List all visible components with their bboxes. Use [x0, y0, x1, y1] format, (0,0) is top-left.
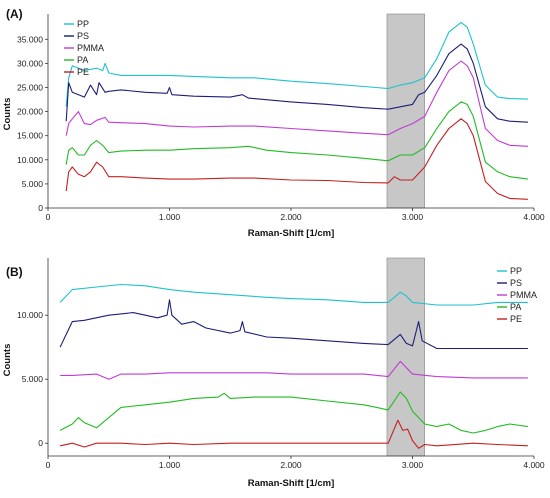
legend-label-pp: PP: [510, 266, 522, 276]
series-line-pe: [59, 419, 528, 449]
y-tick-label: 25.000: [17, 82, 43, 92]
legend-label-pmma: PMMA: [77, 43, 104, 53]
panel-label: (A): [6, 7, 23, 21]
x-tick-label: 3.000: [402, 212, 424, 222]
legend-label-pmma: PMMA: [510, 290, 537, 300]
panel-b: 0 1.000 2.000 3.000 4.000 0 5.000 10.000 Raman-S…: [2, 257, 545, 489]
legend-label-pe: PE: [77, 67, 89, 77]
x-tick-label: 4.000: [523, 212, 545, 222]
x-tick-label: 0: [46, 212, 51, 222]
y-tick-label: 30.000: [17, 58, 43, 68]
y-tick-label: 5.000: [22, 179, 44, 189]
series-line-pa: [65, 101, 528, 180]
x-axis-label: Raman-Shift [1/cm]: [248, 228, 335, 239]
panel-a: 0 1.000 2.000 3.000 4.000 0 5.000 10.000 15.000 2…: [2, 7, 545, 239]
x-tick-label: 2.000: [280, 212, 302, 222]
series-line-pmma: [60, 360, 528, 380]
y-tick-label: 15.000: [17, 131, 43, 141]
highlight-band: [386, 257, 425, 457]
x-tick-label: 2.000: [280, 460, 302, 470]
series-line-pp: [65, 21, 528, 107]
y-tick-label: 5.000: [22, 374, 44, 384]
series-line-ps: [65, 43, 528, 123]
y-tick-label: 0: [38, 203, 43, 213]
legend-label-ps: PS: [510, 278, 522, 288]
y-axis-label: Counts: [2, 344, 13, 377]
x-tick-label: 4.000: [523, 460, 545, 470]
legend-label-pa: PA: [77, 55, 88, 65]
legend-label-pe: PE: [510, 314, 522, 324]
series-line-pmma: [65, 60, 528, 147]
series-line-pp: [59, 283, 528, 306]
legend-label-pp: PP: [77, 19, 89, 29]
series-line-pa: [59, 391, 528, 434]
y-tick-label: 10.000: [17, 155, 43, 165]
y-tick-label: 0: [38, 438, 43, 448]
y-tick-label: 35.000: [17, 34, 43, 44]
x-tick-label: 1.000: [159, 460, 181, 470]
x-tick-label: 3.000: [402, 460, 424, 470]
legend-label-ps: PS: [77, 31, 89, 41]
y-tick-label: 20.000: [17, 107, 43, 117]
y-tick-label: 10.000: [17, 310, 43, 320]
series-line-pe: [65, 118, 528, 200]
series-line-ps: [59, 299, 528, 350]
y-axis-label: Counts: [2, 98, 13, 131]
highlight-band: [386, 13, 425, 209]
x-tick-label: 1.000: [159, 212, 181, 222]
legend-label-pa: PA: [510, 302, 521, 312]
panel-label: (B): [6, 265, 23, 279]
x-axis-label: Raman-Shift [1/cm]: [248, 478, 335, 489]
x-tick-label: 0: [46, 460, 51, 470]
